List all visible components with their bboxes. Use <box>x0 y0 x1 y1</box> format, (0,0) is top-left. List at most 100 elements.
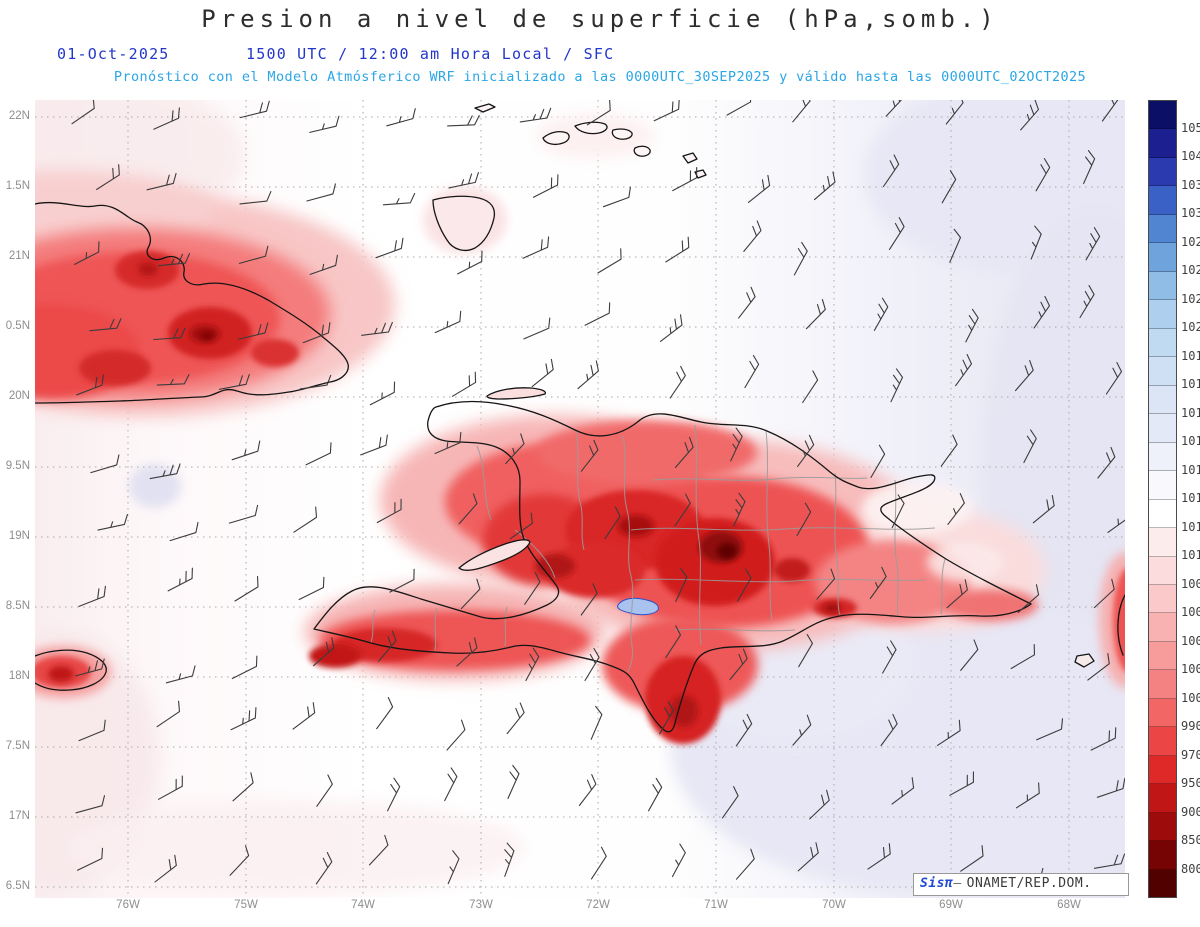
wind-barb <box>1023 429 1037 464</box>
wind-barb <box>228 504 259 524</box>
wind-barb <box>1093 578 1115 609</box>
lat-tick-label: 19N <box>8 530 30 542</box>
island-mayaguana <box>474 103 496 113</box>
lat-tick-label: 8.5N <box>5 600 30 612</box>
wind-barb <box>813 171 836 201</box>
wind-barb <box>230 707 257 731</box>
wind-barb <box>947 493 965 525</box>
colorbar-tick-label: 1016 <box>1181 434 1200 448</box>
colorbar-cell <box>1149 157 1176 187</box>
header-time-line: 1500 UTC / 12:00 am Hora Local / SFC <box>246 45 615 63</box>
lon-tick-label: 68W <box>1057 899 1081 911</box>
wind-barb <box>941 170 957 204</box>
wind-barb <box>231 655 258 680</box>
wind-barb <box>75 658 105 677</box>
colorbar-tick-label: 1006 <box>1181 605 1200 619</box>
wind-barb <box>1015 782 1040 809</box>
colorbar-cell <box>1149 755 1176 785</box>
colorbar-cell <box>1149 727 1176 756</box>
wind-barb <box>153 327 186 341</box>
attribution-org: ONAMET/REP.DOM. <box>966 876 1092 891</box>
wind-barb <box>387 777 401 812</box>
wind-barb <box>1096 777 1125 798</box>
colorbar-tick-label: 1038 <box>1181 177 1200 192</box>
map-area <box>35 100 1125 898</box>
wind-barb <box>891 494 905 529</box>
wind-barb <box>936 719 961 746</box>
coastline-hispaniola <box>313 400 1032 733</box>
header-date: 01-Oct-2025 <box>57 45 170 63</box>
colorbar-cell <box>1149 243 1176 272</box>
wind-barb <box>460 578 481 610</box>
wind-barb <box>218 373 250 390</box>
wind-barb <box>504 842 515 877</box>
wind-barb <box>169 521 199 542</box>
attribution-brand: Sisπ <box>920 876 954 891</box>
colorbar-cell <box>1149 186 1176 215</box>
colorbar-tick-label: 900 <box>1181 804 1200 819</box>
wind-barb <box>873 297 889 331</box>
wind-barb <box>659 701 674 735</box>
wind-barb <box>309 254 338 275</box>
wind-barb <box>509 512 533 540</box>
wind-barb <box>885 100 906 117</box>
wind-barb <box>798 634 813 668</box>
wind-barb <box>797 842 819 872</box>
wind-barb <box>743 220 762 252</box>
wind-barb <box>523 317 551 340</box>
wind-barb <box>1097 446 1116 479</box>
wind-barb <box>74 241 100 265</box>
lon-tick-label: 70W <box>822 899 846 911</box>
page-title: Presion a nivel de superficie (hPa,somb.… <box>201 5 999 33</box>
wind-barb <box>158 775 183 800</box>
colorbar-cell <box>1149 528 1176 557</box>
lat-tick-label: 22N <box>8 110 30 122</box>
wind-barb <box>890 368 904 403</box>
wind-barb <box>71 100 95 125</box>
wind-barb <box>505 433 525 465</box>
wind-barb <box>1105 361 1123 395</box>
wind-barb <box>507 764 520 799</box>
wind-barb <box>946 579 968 609</box>
wind-barb <box>375 237 404 259</box>
wind-barb <box>735 848 755 880</box>
wind-barb <box>665 236 690 263</box>
wind-barb <box>315 851 333 885</box>
wind-barb <box>816 568 836 600</box>
colorbar-tick-label: 1022 <box>1181 291 1200 306</box>
wind-barb <box>97 514 128 531</box>
wind-barb <box>869 566 887 600</box>
wind-barb <box>882 640 897 674</box>
colorbar-tick-label: 800 <box>1181 861 1200 876</box>
wind-barb <box>584 647 600 682</box>
wind-barb <box>75 795 106 814</box>
colorbar-cell <box>1149 385 1176 415</box>
lon-tick-label: 69W <box>939 899 963 911</box>
wind-barb <box>1032 494 1055 524</box>
wind-barb <box>1093 853 1125 869</box>
wind-barb <box>389 568 415 593</box>
wind-barb <box>229 845 250 876</box>
wind-barb <box>361 321 393 336</box>
lon-tick-label: 74W <box>351 899 375 911</box>
latitude-axis: 22N 1.5N 21N 0.5N 20N 9.5N 19N 8.5N 18N 7.5N 17N 6.… <box>0 100 32 898</box>
wind-barb <box>156 374 190 386</box>
wind-barb <box>590 705 603 740</box>
wind-barb <box>369 381 396 406</box>
wind-barb <box>796 502 812 536</box>
wind-barb <box>665 625 682 659</box>
province-boundaries <box>370 424 946 673</box>
wind-barb <box>747 174 771 203</box>
lat-tick-label: 0.5N <box>5 320 30 332</box>
colorbar-cell <box>1149 841 1176 870</box>
wind-barb <box>1020 100 1039 131</box>
wind-barbs <box>71 100 1125 887</box>
colorbar-tick-label: 1012 <box>1181 519 1200 534</box>
wind-barb <box>298 576 325 601</box>
wind-barb <box>659 314 683 342</box>
wind-barb <box>1035 158 1051 192</box>
wind-barb <box>238 245 269 264</box>
wind-barb <box>940 434 958 467</box>
wind-barb <box>805 299 826 330</box>
wind-barb <box>671 843 686 878</box>
